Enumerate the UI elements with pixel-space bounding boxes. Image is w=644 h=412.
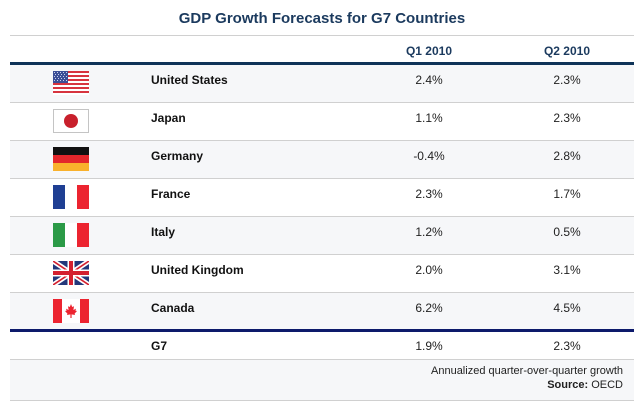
- country-name: France: [151, 187, 191, 201]
- table-title: GDP Growth Forecasts for G7 Countries: [178, 10, 466, 27]
- q1-value: 2.4%: [415, 73, 443, 87]
- germany-flag-icon: [53, 147, 89, 171]
- table-body: United States 2.4% 2.3% Japan 1.1% 2.3% …: [10, 65, 634, 330]
- q1-value: -0.4%: [413, 149, 445, 163]
- q2-value: 1.7%: [553, 187, 581, 201]
- italy-flag-icon: [53, 223, 89, 247]
- country-name: Japan: [151, 111, 186, 125]
- country-name: Germany: [151, 149, 204, 163]
- japan-flag-icon: [53, 109, 89, 133]
- table-row: Germany -0.4% 2.8%: [10, 141, 634, 179]
- source-value: OECD: [591, 379, 623, 391]
- q2-value: 2.8%: [553, 149, 581, 163]
- country-name: Canada: [151, 301, 195, 315]
- q2-value: 4.5%: [553, 301, 581, 315]
- q1-value: 1.1%: [415, 111, 443, 125]
- table-row: Italy 1.2% 0.5%: [10, 217, 634, 255]
- table-row: Canada 6.2% 4.5%: [10, 293, 634, 330]
- france-flag-icon: [53, 185, 89, 209]
- total-q2-value: 2.3%: [553, 339, 581, 353]
- table-row: United States 2.4% 2.3%: [10, 65, 634, 103]
- q2-value: 3.1%: [553, 263, 581, 277]
- total-divider: [10, 329, 634, 332]
- country-name: United States: [151, 73, 228, 87]
- source-label: Source:: [547, 379, 589, 391]
- q1-value: 6.2%: [415, 301, 443, 315]
- footnote: Annualized quarter-over-quarter growth: [431, 365, 623, 377]
- table-header: Q1 2010 Q2 2010: [10, 36, 634, 63]
- q2-value: 2.3%: [553, 111, 581, 125]
- top-divider: [10, 35, 634, 36]
- q2-value: 0.5%: [553, 225, 581, 239]
- uk-flag-icon: [53, 261, 89, 285]
- table-row: Japan 1.1% 2.3%: [10, 103, 634, 141]
- total-label: G7: [151, 339, 168, 353]
- country-name: United Kingdom: [151, 263, 244, 277]
- header-divider: [10, 62, 634, 65]
- table-row: France 2.3% 1.7%: [10, 179, 634, 217]
- us-flag-icon: [53, 71, 89, 95]
- q1-value: 2.0%: [415, 263, 443, 277]
- q1-value: 2.3%: [415, 187, 443, 201]
- country-name: Italy: [151, 225, 176, 239]
- table-footer: Annualized quarter-over-quarter growth S…: [10, 360, 634, 401]
- q1-value: 1.2%: [415, 225, 443, 239]
- total-q1-value: 1.9%: [415, 339, 443, 353]
- total-row: G7 1.9% 2.3%: [10, 332, 634, 360]
- table-row: United Kingdom 2.0% 3.1%: [10, 255, 634, 293]
- q2-value: 2.3%: [553, 73, 581, 87]
- canada-flag-icon: [53, 299, 89, 323]
- column-header-q2: Q2 2010: [543, 44, 591, 58]
- column-header-q1: Q1 2010: [405, 44, 453, 58]
- source-line: Source: OECD: [547, 379, 623, 391]
